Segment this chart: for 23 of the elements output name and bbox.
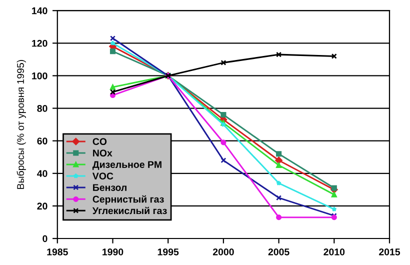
- legend-label: CO: [92, 138, 107, 145]
- y-tick-label: 20: [37, 202, 48, 210]
- y-tick-label: 0: [42, 235, 48, 242]
- x-tick-label: 2010: [324, 248, 345, 256]
- legend-label: VOC: [92, 172, 114, 180]
- y-tick-label: 80: [37, 105, 48, 112]
- y-tick-label: 100: [32, 72, 48, 80]
- legend-label: Сернистый газ: [92, 195, 164, 205]
- legend-label: NOx: [93, 150, 112, 156]
- x-tick-label: 2015: [379, 248, 400, 256]
- x-tick-label: 1995: [158, 248, 179, 256]
- x-tick-label: 1990: [102, 248, 124, 256]
- y-tick-label: 60: [37, 138, 48, 144]
- legend-label: Углекислый газ: [92, 206, 167, 214]
- x-tick-label: 2000: [212, 248, 234, 256]
- legend-label: Дизельное PM: [92, 161, 162, 170]
- y-tick-label: 140: [32, 7, 48, 14]
- y-tick-label: 40: [37, 170, 48, 178]
- legend-label: Бензол: [93, 184, 126, 191]
- y-axis-title: Выбросы (% от уровня 1995): [16, 60, 26, 189]
- x-tick-label: 1985: [47, 248, 68, 256]
- y-tick-label: 120: [32, 40, 48, 47]
- x-tick-label: 2005: [268, 248, 290, 256]
